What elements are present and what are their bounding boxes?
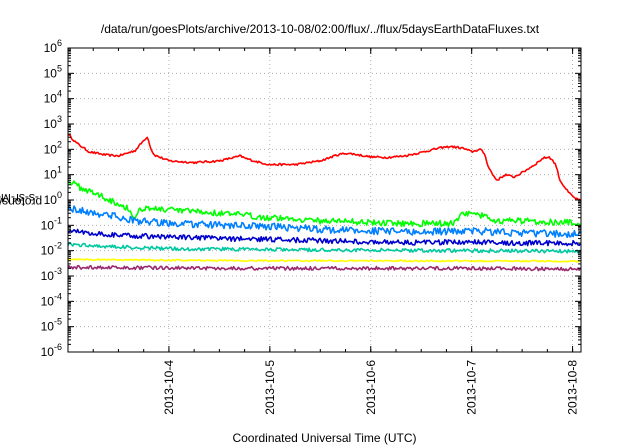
y-tick-label: 104 [44, 89, 62, 106]
y-tick-label: 10-1 [41, 215, 62, 232]
series-line [67, 228, 582, 247]
y-tick-label: 102 [44, 139, 62, 156]
x-tick-label: 2013-10-4 [162, 360, 176, 415]
series-line [67, 204, 581, 239]
chart-title: /data/run/goesPlots/archive/2013-10-08/0… [100, 22, 540, 36]
y-tick-label: 10-3 [41, 266, 62, 283]
axis-ticks: 10-6 10-5 10-4 10-3 10-2 10-1 100 101 102 103 104 1… [41, 38, 581, 415]
x-tick-label: 2013-10-6 [364, 360, 378, 415]
series-line [67, 133, 581, 201]
series-line [67, 258, 581, 263]
series-line [67, 264, 582, 272]
y-tick-label: 106 [44, 38, 62, 55]
y-tick-label: 10-2 [41, 241, 62, 258]
y-tick-label: 103 [44, 114, 62, 131]
y-tick-label: 100 [44, 190, 62, 207]
x-tick-label: 2013-10-8 [566, 360, 580, 415]
series-line [67, 180, 581, 228]
x-tick-label: 2013-10-5 [263, 360, 277, 415]
x-tick-label: 2013-10-7 [465, 360, 479, 415]
y-tick-label: 101 [44, 165, 62, 182]
y-tick-label: 105 [44, 63, 62, 80]
y-tick-label: 10-6 [41, 342, 62, 359]
grid-lines [68, 48, 581, 352]
series-line [67, 242, 582, 254]
x-axis-label: Coordinated Universal Time (UTC) [232, 431, 417, 445]
y-tick-label: 10-5 [41, 317, 62, 334]
y-tick-label: 10-4 [41, 291, 62, 308]
data-series [67, 133, 582, 272]
